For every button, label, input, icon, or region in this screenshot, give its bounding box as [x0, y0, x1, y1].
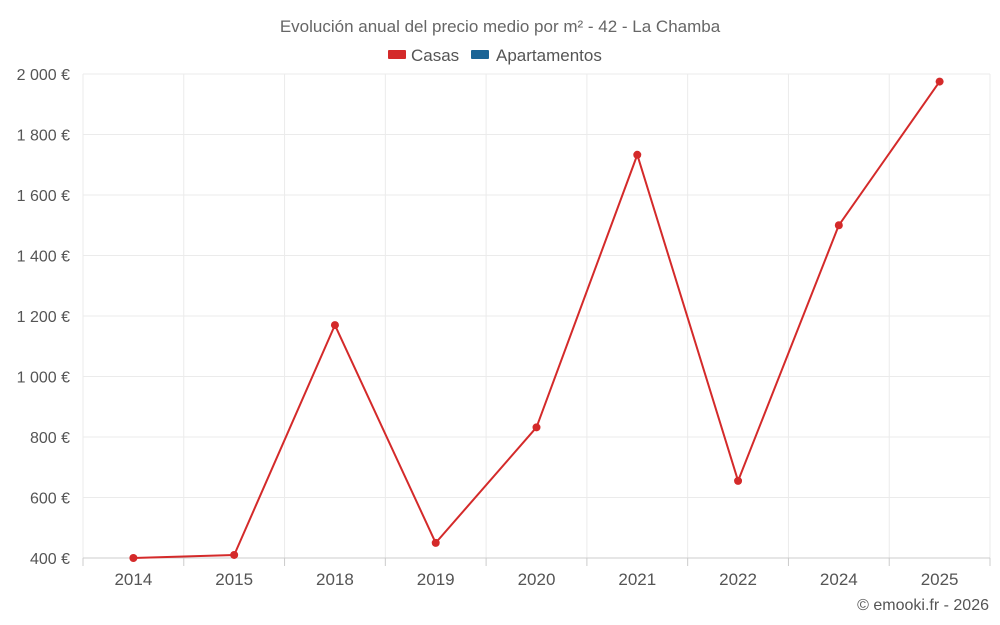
y-tick-label: 1 400 €: [17, 249, 70, 266]
y-tick-label: 800 €: [30, 430, 70, 447]
legend-label-apartamentos: Apartamentos: [496, 46, 602, 65]
credit-text[interactable]: © emooki.fr - 2026: [857, 597, 989, 614]
data-point-casas[interactable]: [330, 321, 339, 330]
x-tick-label: 2020: [518, 570, 556, 589]
series-casas: [129, 77, 944, 562]
legend-item-casas[interactable]: Casas: [388, 46, 459, 65]
data-point-casas[interactable]: [935, 77, 944, 86]
x-tick-label: 2021: [618, 570, 656, 589]
grid: [82, 73, 991, 559]
x-tick-label: 2019: [417, 570, 455, 589]
legend-item-apartamentos[interactable]: Apartamentos: [471, 46, 602, 65]
legend-swatch-apartamentos: [471, 50, 489, 59]
y-tick-label: 1 000 €: [17, 370, 70, 387]
x-tick-label: 2022: [719, 570, 757, 589]
x-tick-label: 2024: [820, 570, 858, 589]
data-point-casas[interactable]: [129, 554, 138, 562]
chart-title: Evolución anual del precio medio por m² …: [280, 17, 721, 36]
y-tick-label: 1 600 €: [17, 188, 70, 205]
data-point-casas[interactable]: [532, 423, 541, 432]
data-point-casas[interactable]: [230, 550, 239, 559]
legend: Casas Apartamentos: [388, 46, 602, 65]
y-tick-label: 2 000 €: [17, 67, 70, 84]
series-line-casas: [133, 81, 941, 559]
data-point-casas[interactable]: [431, 538, 440, 547]
x-tick-label: 2025: [921, 570, 959, 589]
y-tick-label: 400 €: [30, 551, 70, 568]
x-axis: 2014 2015 2018 2019 2020 2021 2022 2024 2025: [82, 557, 991, 589]
y-axis: 400 € 600 € 800 € 1 000 € 1 200 € 1 400 € 1 60…: [17, 67, 70, 568]
data-point-casas[interactable]: [633, 150, 642, 159]
legend-label-casas: Casas: [411, 46, 459, 65]
legend-swatch-casas: [388, 50, 406, 59]
data-point-casas[interactable]: [834, 221, 843, 230]
y-tick-label: 1 200 €: [17, 309, 70, 326]
x-tick-label: 2015: [215, 570, 253, 589]
y-tick-label: 600 €: [30, 491, 70, 508]
data-point-casas[interactable]: [734, 476, 743, 485]
x-tick-label: 2018: [316, 570, 354, 589]
y-tick-label: 1 800 €: [17, 128, 70, 145]
x-tick-label: 2014: [114, 570, 152, 589]
